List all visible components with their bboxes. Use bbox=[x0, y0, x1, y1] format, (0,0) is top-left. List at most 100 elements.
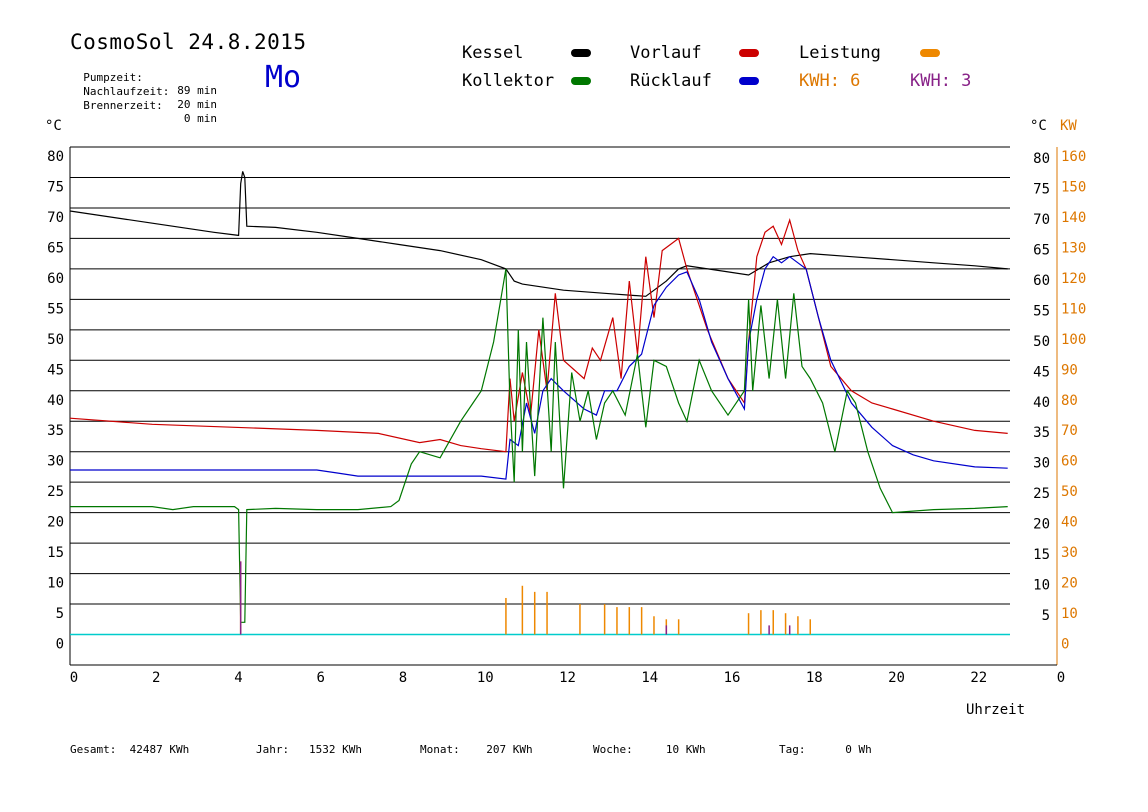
x-axis-label: Uhrzeit bbox=[966, 702, 1025, 718]
y-tick-right: 65 bbox=[1033, 242, 1050, 258]
y-axis-unit-left: °C bbox=[45, 118, 62, 134]
series-r-cklauf bbox=[70, 255, 1008, 480]
footer-woche-value: 10 KWh bbox=[665, 743, 706, 756]
legend-vorlauf: Vorlauf bbox=[630, 43, 702, 63]
y-tick-left: 60 bbox=[47, 271, 64, 287]
legend-kollektor-swatch bbox=[571, 77, 591, 85]
pumpzeit-stat: Pumpzeit: 89 min bbox=[70, 58, 217, 97]
y2-tick: 130 bbox=[1061, 240, 1086, 256]
legend-leistung: Leistung bbox=[799, 43, 881, 63]
y-tick-left: 75 bbox=[47, 179, 64, 195]
y2-tick: 0 bbox=[1061, 637, 1069, 653]
y-tick-right: 40 bbox=[1033, 395, 1050, 411]
y-axis-unit-right: °C bbox=[1030, 118, 1047, 134]
x-tick: 14 bbox=[641, 670, 658, 686]
y2-tick: 90 bbox=[1061, 362, 1078, 378]
y2-tick: 20 bbox=[1061, 576, 1078, 592]
chart-title: CosmoSol 24.8.2015 bbox=[70, 30, 307, 54]
y2-tick: 50 bbox=[1061, 484, 1078, 500]
y-tick-left: 55 bbox=[47, 301, 64, 317]
legend-kwh-solar: KWH: 6 bbox=[799, 71, 861, 91]
weekday-label: Mo bbox=[265, 60, 302, 95]
x-tick: 2 bbox=[152, 670, 160, 686]
x-tick: 18 bbox=[806, 670, 823, 686]
x-tick: 0 bbox=[1057, 670, 1065, 686]
chart-series bbox=[69, 171, 1010, 636]
chart-ticks: 8075706560555045403530252015105080757065… bbox=[47, 149, 1086, 686]
y-tick-right: 50 bbox=[1033, 334, 1050, 350]
footer-tag: Tag: 0 Wh bbox=[779, 743, 872, 756]
y-tick-left: 80 bbox=[47, 149, 64, 165]
y2-tick: 120 bbox=[1061, 271, 1086, 287]
y-tick-right: 45 bbox=[1033, 364, 1050, 380]
y-tick-left: 25 bbox=[47, 484, 64, 500]
nachlaufzeit-stat: Nachlaufzeit: 20 min bbox=[70, 72, 217, 111]
y-tick-left: 20 bbox=[47, 515, 64, 531]
y2-tick: 110 bbox=[1061, 301, 1086, 317]
y-tick-left: 45 bbox=[47, 362, 64, 378]
chart-grid bbox=[70, 146, 1010, 636]
y2-tick: 60 bbox=[1061, 454, 1078, 470]
y-tick-right: 15 bbox=[1033, 547, 1050, 563]
x-tick: 8 bbox=[399, 670, 407, 686]
pumpzeit-value: 89 min bbox=[177, 84, 217, 97]
y-tick-right: 60 bbox=[1033, 273, 1050, 289]
nachlaufzeit-value: 20 min bbox=[177, 98, 217, 111]
y-tick-left: 40 bbox=[47, 393, 64, 409]
footer-woche-label: Woche: bbox=[593, 743, 633, 756]
legend-kollektor: Kollektor bbox=[462, 71, 555, 91]
footer-jahr-value: 1532 KWh bbox=[309, 743, 362, 756]
y-tick-right: 20 bbox=[1033, 517, 1050, 533]
y-tick-right: 55 bbox=[1033, 303, 1050, 319]
footer-jahr: Jahr: 1532 KWh bbox=[256, 743, 362, 756]
series-vorlauf bbox=[69, 218, 1008, 453]
y-tick-right: 80 bbox=[1033, 151, 1050, 167]
x-tick: 20 bbox=[888, 670, 905, 686]
nachlaufzeit-label: Nachlaufzeit: bbox=[83, 85, 170, 98]
y-tick-right: 70 bbox=[1033, 212, 1050, 228]
chart-axes bbox=[69, 147, 1058, 666]
x-tick: 10 bbox=[477, 670, 494, 686]
y-tick-left: 30 bbox=[47, 454, 64, 470]
y2-tick: 40 bbox=[1061, 515, 1078, 531]
footer-gesamt-value: 42487 KWh bbox=[129, 743, 190, 756]
y2-tick: 140 bbox=[1061, 210, 1086, 226]
y2-tick: 100 bbox=[1061, 332, 1086, 348]
series-kollektor bbox=[70, 268, 1008, 623]
x-tick: 4 bbox=[234, 670, 242, 686]
y-tick-right: 30 bbox=[1033, 456, 1050, 472]
y-tick-left: 35 bbox=[47, 423, 64, 439]
y-tick-right: 75 bbox=[1033, 181, 1050, 197]
y-tick-right: 35 bbox=[1033, 425, 1050, 441]
x-tick: 12 bbox=[559, 670, 576, 686]
footer-tag-value: 0 Wh bbox=[845, 743, 872, 756]
y-tick-right: 5 bbox=[1042, 608, 1050, 624]
y-tick-right: 25 bbox=[1033, 486, 1050, 502]
series-kessel bbox=[69, 171, 1008, 297]
footer-monat-value: 207 KWh bbox=[486, 743, 533, 756]
x-tick: 0 bbox=[70, 670, 78, 686]
y-tick-left: 10 bbox=[47, 576, 64, 592]
legend-kwh-secondary: KWH: 3 bbox=[910, 71, 972, 91]
y-axis-unit-power: KW bbox=[1060, 118, 1077, 134]
y-tick-left: 0 bbox=[56, 637, 64, 653]
x-tick: 16 bbox=[724, 670, 741, 686]
legend-ruecklauf-swatch bbox=[739, 77, 759, 85]
y-tick-left: 5 bbox=[56, 606, 64, 622]
legend-ruecklauf: Rücklauf bbox=[630, 71, 712, 91]
legend-leistung-swatch bbox=[920, 49, 940, 57]
footer-gesamt: Gesamt: 42487 KWh bbox=[70, 743, 189, 756]
footer-monat-label: Monat: bbox=[420, 743, 460, 756]
y-tick-left: 65 bbox=[47, 240, 64, 256]
footer-tag-label: Tag: bbox=[779, 743, 806, 756]
y2-tick: 10 bbox=[1061, 606, 1078, 622]
y-tick-left: 15 bbox=[47, 545, 64, 561]
legend-kessel-swatch bbox=[571, 49, 591, 57]
y-tick-left: 70 bbox=[47, 210, 64, 226]
legend-vorlauf-swatch bbox=[739, 49, 759, 57]
y-tick-right: 10 bbox=[1033, 578, 1050, 594]
footer-jahr-label: Jahr: bbox=[256, 743, 290, 756]
brennerzeit-stat: Brennerzeit: 0 min bbox=[70, 86, 217, 125]
legend-kessel: Kessel bbox=[462, 43, 524, 63]
